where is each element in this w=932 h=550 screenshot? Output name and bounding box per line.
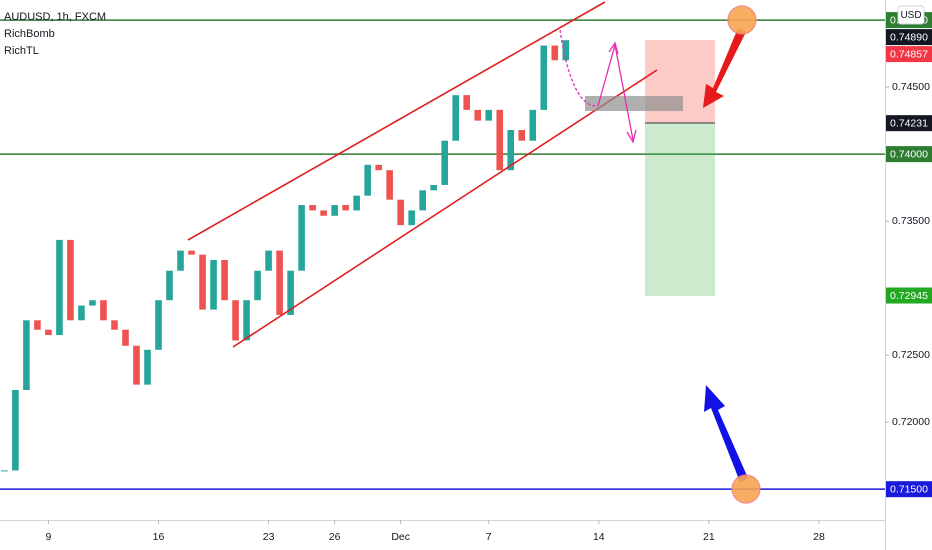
candle — [287, 270, 294, 315]
candle — [133, 345, 140, 385]
candle — [419, 190, 426, 211]
y-tick-label: 0.72000 — [892, 416, 930, 428]
x-tick-label: Dec — [391, 531, 410, 543]
candle — [551, 45, 559, 61]
x-tick-label: 16 — [153, 531, 165, 543]
candle — [100, 300, 107, 321]
candle — [45, 329, 52, 336]
x-tick-label: 28 — [813, 531, 825, 543]
candle — [342, 205, 349, 211]
candle — [243, 300, 250, 341]
x-tick-label: 26 — [329, 531, 341, 543]
candle — [331, 205, 338, 216]
candle — [155, 300, 162, 350]
projection-arrowheads — [608, 41, 637, 144]
candle — [408, 210, 415, 226]
candle — [122, 329, 129, 346]
candle — [265, 250, 272, 271]
y-tick-label: 0.72500 — [892, 349, 930, 361]
price-badge — [886, 46, 932, 63]
candle — [386, 170, 393, 200]
candle — [177, 250, 184, 271]
price-badge — [886, 115, 932, 132]
candle — [496, 109, 504, 171]
candle — [23, 320, 30, 390]
candle — [507, 130, 515, 171]
candle — [34, 320, 41, 330]
candle — [166, 270, 173, 301]
price-badge — [886, 287, 932, 304]
candle — [485, 109, 493, 121]
candle — [199, 254, 206, 310]
marker-circle — [731, 474, 761, 504]
candle — [111, 320, 118, 330]
price-badge-label: 0.72945 — [890, 290, 928, 302]
candle — [375, 164, 382, 171]
price-badge-label: 0.74231 — [890, 117, 928, 129]
candle — [540, 45, 548, 110]
candle — [463, 95, 471, 110]
target-zone — [645, 123, 715, 296]
channel-lower — [232, 69, 658, 348]
candle — [562, 40, 570, 61]
candle — [364, 164, 371, 196]
candle — [78, 305, 85, 321]
candle — [89, 300, 96, 306]
legend-indicator: RichBomb — [4, 28, 55, 40]
blue-arrow — [704, 385, 748, 482]
currency-button[interactable] — [897, 5, 925, 25]
candle — [518, 130, 526, 141]
candle — [430, 184, 437, 191]
currency-label[interactable]: USD — [900, 10, 921, 21]
candle — [441, 140, 449, 185]
candle — [474, 109, 482, 121]
candle — [397, 199, 404, 226]
candle — [309, 205, 316, 211]
price-badge — [886, 481, 932, 498]
candle — [144, 349, 151, 385]
price-badge-label: 0.71500 — [890, 483, 928, 495]
price-badge — [886, 29, 932, 46]
candle — [188, 250, 195, 255]
candle — [1, 470, 8, 472]
candle — [56, 239, 63, 336]
candle — [529, 109, 537, 141]
price-badge-label: 0.74890 — [890, 31, 928, 43]
candle — [210, 260, 217, 310]
marker-circle — [727, 5, 757, 35]
red-arrow — [703, 28, 746, 108]
legend-symbol: AUDUSD, 1h, FXCM — [4, 11, 106, 23]
y-tick-label: 0.74500 — [892, 81, 930, 93]
candle — [452, 95, 460, 141]
candle — [320, 210, 327, 216]
candle — [232, 300, 239, 341]
drawings — [187, 1, 761, 504]
candle — [221, 260, 228, 301]
channel-upper — [187, 1, 606, 241]
projection-curve — [559, 29, 599, 107]
candle — [298, 205, 305, 271]
price-badge-label: 0.74000 — [890, 148, 928, 160]
price-badge — [886, 146, 932, 163]
x-tick-label: 7 — [486, 531, 492, 543]
y-tick-label: 0.73500 — [892, 215, 930, 227]
x-tick-label: 23 — [263, 531, 275, 543]
x-tick-label: 21 — [703, 531, 715, 543]
x-tick-label: 14 — [593, 531, 605, 543]
candle — [254, 270, 261, 301]
candle — [67, 239, 74, 321]
legend-indicator: RichTL — [4, 45, 39, 57]
price-badge-label: 0.74857 — [890, 48, 928, 60]
candle — [12, 390, 19, 471]
candle — [353, 195, 360, 211]
plot-area — [0, 19, 885, 490]
gray-zone — [585, 96, 683, 111]
x-tick-label: 9 — [46, 531, 52, 543]
candle — [276, 250, 283, 315]
